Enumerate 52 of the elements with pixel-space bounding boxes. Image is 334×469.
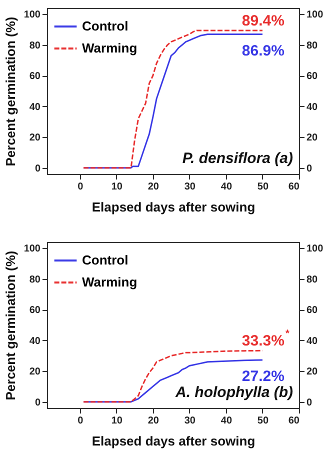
y2-tick-label: 80 xyxy=(306,274,318,286)
x-tick-label: 50 xyxy=(257,182,269,192)
y2-tick-label: 40 xyxy=(306,102,318,113)
y-tick-label: 60 xyxy=(29,71,41,82)
legend-label: Warming xyxy=(82,40,138,56)
x-tick-label: 20 xyxy=(148,416,160,426)
x-tick-label: 10 xyxy=(111,182,123,192)
x-tick-label: 30 xyxy=(184,182,196,192)
x-axis-title: Elapsed days after sowing xyxy=(92,434,256,448)
y-tick-label: 20 xyxy=(29,366,41,378)
annotation: A. holophylla (b) xyxy=(174,384,293,401)
x-tick-label: 0 xyxy=(78,182,84,192)
x-tick-label: 30 xyxy=(184,416,196,426)
legend-label: Control xyxy=(82,18,128,34)
x-tick-label: 60 xyxy=(288,182,300,192)
data-label: 89.4% xyxy=(242,12,284,30)
y-tick-label: 100 xyxy=(24,10,41,21)
y-tick-label: 40 xyxy=(29,102,41,113)
y2-tick-label: 60 xyxy=(306,71,318,82)
data-label: 33.3%* xyxy=(242,328,290,350)
x-axis-title: Elapsed days after sowing xyxy=(92,200,256,214)
x-tick-label: 10 xyxy=(111,416,123,426)
y-axis-title: Percent germination (%) xyxy=(2,16,18,166)
x-tick-label: 60 xyxy=(288,416,300,426)
data-label: 27.2% xyxy=(242,368,284,386)
y2-tick-label: 60 xyxy=(306,305,318,316)
y2-tick-label: 0 xyxy=(306,163,312,174)
y-tick-label: 0 xyxy=(34,163,41,174)
y2-tick-label: 100 xyxy=(306,10,324,21)
y2-tick-label: 20 xyxy=(306,366,318,378)
legend-label: Warming xyxy=(82,274,138,290)
y2-tick-label: 0 xyxy=(306,397,312,408)
y-tick-label: 100 xyxy=(24,244,41,255)
y-tick-label: 40 xyxy=(29,336,41,347)
x-tick-label: 20 xyxy=(148,182,160,192)
y-tick-label: 20 xyxy=(29,132,41,144)
data-label: 86.9% xyxy=(242,42,284,60)
x-tick-label: 50 xyxy=(257,416,269,426)
y2-tick-label: 80 xyxy=(306,40,318,52)
y-tick-label: 80 xyxy=(29,40,41,52)
y-axis-title: Percent germination (%) xyxy=(2,250,18,400)
x-tick-label: 40 xyxy=(220,416,232,426)
y2-tick-label: 20 xyxy=(306,132,318,144)
y2-tick-label: 100 xyxy=(306,244,324,255)
y2-tick-label: 40 xyxy=(306,336,318,347)
legend-label: Control xyxy=(82,252,128,268)
annotation: P. densiflora (a) xyxy=(182,150,293,167)
y-tick-label: 80 xyxy=(29,274,41,286)
y-tick-label: 0 xyxy=(34,397,41,408)
y-tick-label: 60 xyxy=(29,305,41,316)
x-tick-label: 0 xyxy=(78,416,84,426)
x-tick-label: 40 xyxy=(220,182,232,192)
